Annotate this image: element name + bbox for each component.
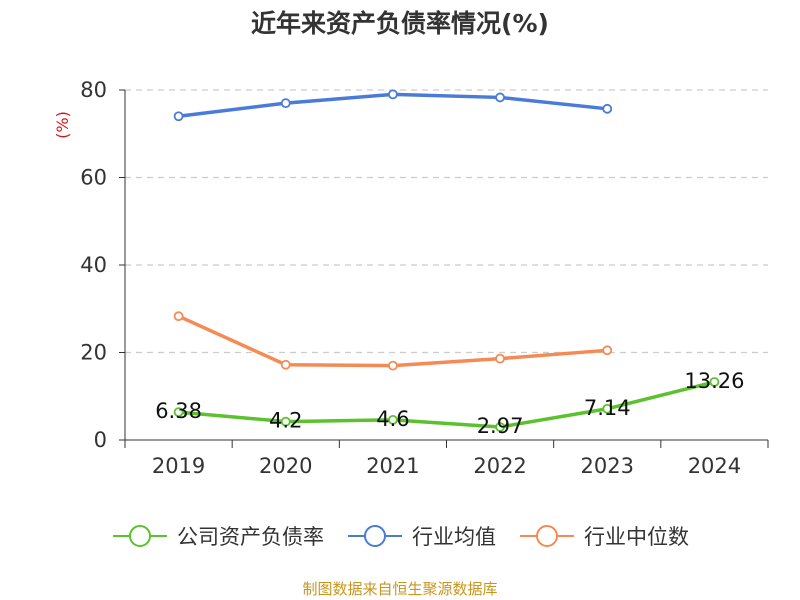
- y-axis-label: (%): [53, 111, 72, 139]
- data-point: [388, 89, 398, 100]
- data-label: 6.38: [155, 399, 202, 423]
- data-point: [709, 377, 720, 387]
- legend-label: 公司资产负债率: [177, 525, 324, 549]
- data-point: [280, 416, 291, 427]
- data-point: [602, 345, 613, 356]
- x-tick-label: 2022: [473, 454, 526, 478]
- data-point: [388, 414, 398, 425]
- x-tick-label: 2023: [581, 454, 634, 478]
- x-tick-label: 2024: [688, 454, 741, 478]
- legend-item[interactable]: 行业均值: [346, 518, 496, 554]
- series-line: [176, 314, 609, 368]
- data-label: 2.97: [477, 414, 524, 438]
- line-chart: 0 20 40 60 80 2019 2020 2021 2022 2023 2024 (%) 6.…: [53, 78, 769, 478]
- series-lines: [173, 89, 720, 432]
- data-point: [173, 311, 184, 322]
- axes: 0 20 40 60 80 2019 2020 2021 2022 2023 2024: [80, 78, 769, 478]
- chart-title: 近年来资产负债率情况(%): [251, 9, 549, 38]
- y-tick-label: 20: [80, 341, 107, 365]
- legend-circle: [129, 525, 151, 547]
- legend-circle: [536, 525, 558, 547]
- legend: 公司资产负债率 行业均值 行业中位数: [0, 518, 800, 554]
- data-label: 13.26: [684, 369, 744, 393]
- data-label: 4.6: [376, 407, 409, 431]
- legend-marker-icon: [113, 525, 167, 547]
- y-tick-label: 80: [80, 78, 107, 102]
- data-point: [495, 92, 505, 103]
- y-tick-label: 40: [80, 253, 107, 277]
- data-point: [388, 360, 398, 371]
- data-point: [602, 403, 613, 414]
- source-note: 制图数据来自恒生聚源数据库: [302, 580, 498, 598]
- legend-label: 行业均值: [412, 525, 496, 549]
- y-tick-label: 0: [94, 428, 107, 452]
- data-labels: 6.38 4.2 4.6 2.97 7.14 13.26: [155, 369, 744, 438]
- series-line: [176, 380, 717, 429]
- legend-item[interactable]: 公司资产负债率: [111, 518, 324, 554]
- x-tick-label: 2020: [259, 454, 312, 478]
- legend-label: 行业中位数: [584, 525, 689, 549]
- data-point: [280, 359, 291, 370]
- legend-circle: [364, 525, 386, 547]
- legend-item[interactable]: 行业中位数: [518, 518, 689, 554]
- data-label: 7.14: [584, 396, 631, 420]
- data-label: 4.2: [269, 409, 302, 433]
- y-tick-label: 60: [80, 166, 107, 190]
- x-tick-label: 2021: [366, 454, 419, 478]
- legend-marker-icon: [348, 525, 402, 547]
- data-point: [173, 111, 184, 122]
- data-point: [280, 98, 291, 109]
- data-point: [173, 407, 184, 417]
- data-point: [495, 353, 505, 364]
- data-point: [602, 103, 613, 114]
- data-point: [495, 422, 505, 432]
- legend-marker-icon: [520, 525, 574, 547]
- gridlines: [125, 89, 768, 354]
- x-tick-label: 2019: [152, 454, 205, 478]
